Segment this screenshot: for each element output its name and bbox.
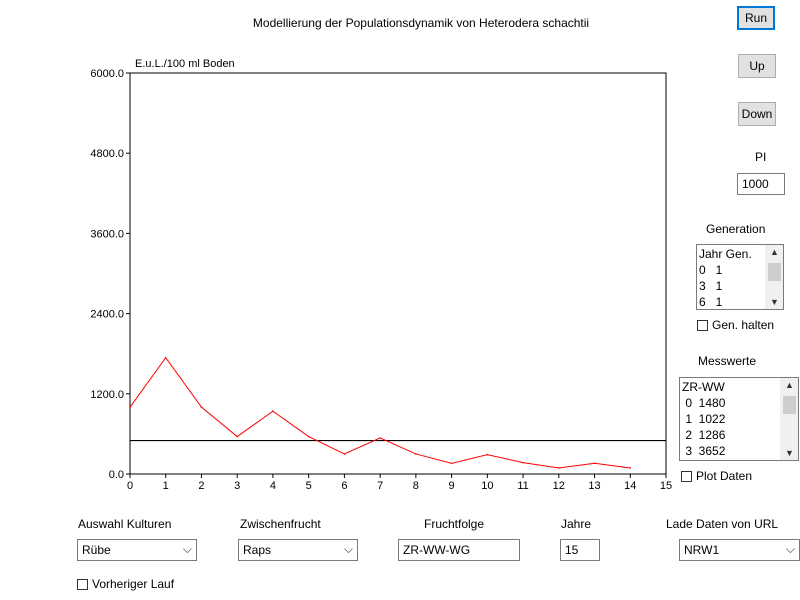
x-tick-label: 7 [377,480,383,492]
x-tick-label: 13 [588,480,600,492]
data-point [307,435,310,438]
jahre-label: Jahre [561,517,592,531]
data-point [129,406,131,408]
x-tick-label: 9 [449,480,455,492]
gen-halten-label: Gen. halten [712,318,775,332]
url-label: Lade Daten von URL [666,517,779,531]
checkbox-icon [77,578,88,590]
generation-label: Generation [706,222,766,236]
list-item[interactable]: 3 3652 [682,444,726,458]
data-point [558,467,560,469]
x-tick-label: 3 [234,480,240,492]
url-value: NRW1 [684,543,720,557]
x-tick-label: 5 [306,480,312,492]
data-point [200,406,203,408]
chevron-down-icon: ⌵ [343,542,353,556]
list-item[interactable]: 3 1 [699,279,723,293]
pi-input[interactable] [737,173,785,195]
zwischenfrucht-select[interactable]: Raps ⌵ [238,539,358,561]
y-tick-label: 0.0 [109,469,124,481]
scroll-thumb[interactable] [783,396,796,414]
down-button[interactable]: Down [738,102,776,126]
data-point [343,453,346,455]
scroll-up-icon[interactable]: ▲ [770,247,779,257]
plot-daten-checkbox[interactable]: Plot Daten [681,469,752,483]
x-tick-label: 12 [553,480,565,492]
list-item[interactable]: ZR-WW [682,380,725,394]
x-tick-label: 1 [163,480,169,492]
data-point [522,461,524,464]
data-point [629,467,632,469]
scroll-down-icon[interactable]: ▼ [770,297,779,307]
generation-listbox[interactable]: Jahr Gen. 0 1 3 1 6 1 ▲ ▼ [696,244,784,310]
kulturen-value: Rübe [82,543,111,557]
x-tick-label: 2 [198,480,204,492]
zwischenfrucht-value: Raps [243,543,272,557]
data-point [164,356,167,359]
up-button[interactable]: Up [738,54,776,78]
list-item[interactable]: 1 1022 [682,412,726,426]
list-item[interactable]: 6 1 [699,295,723,309]
messwerte-label: Messwerte [698,354,757,368]
chevron-down-icon: ⌵ [182,542,192,556]
kulturen-select[interactable]: Rübe ⌵ [77,539,197,561]
messwerte-listbox[interactable]: ZR-WW 0 1480 1 1022 2 1286 3 3652 ▲ ▼ [679,377,799,461]
kulturen-label: Auswahl Kulturen [78,517,172,531]
x-tick-label: 8 [413,480,419,492]
scroll-up-icon[interactable]: ▲ [785,380,794,390]
y-tick-label: 4800.0 [90,148,124,160]
zwischenfrucht-label: Zwischenfrucht [240,517,321,531]
scroll-down-icon[interactable]: ▼ [785,448,794,458]
y-tick-label: 1200.0 [90,389,124,401]
y-tick-label: 3600.0 [90,228,124,240]
jahre-input[interactable] [560,539,600,561]
y-tick-label: 6000.0 [90,68,124,80]
fruchtfolge-label: Fruchtfolge [424,517,485,531]
data-point [593,462,596,465]
run-button[interactable]: Run [737,6,775,30]
x-tick-label: 15 [660,480,672,492]
url-select[interactable]: NRW1 ⌵ [679,539,800,561]
gen-halten-checkbox[interactable]: Gen. halten [697,318,774,332]
data-point [236,435,238,438]
messwerte-scrollbar[interactable]: ▲ ▼ [780,378,798,460]
x-tick-label: 0 [127,480,133,492]
data-point [415,453,417,455]
chevron-down-icon: ⌵ [785,542,795,556]
data-point [486,453,489,456]
scroll-thumb[interactable] [768,263,781,281]
vorheriger-lauf-label: Vorheriger Lauf [92,577,175,591]
checkbox-icon [697,319,708,331]
x-tick-label: 11 [517,480,528,492]
x-tick-label: 10 [481,480,493,492]
x-tick-label: 6 [341,480,347,492]
vorheriger-lauf-checkbox[interactable]: Vorheriger Lauf [77,577,174,591]
pi-label: PI [755,150,767,164]
data-point [450,462,453,465]
population-chart: E.u.L./100 ml Boden 0.0 1200.0 2400.0 3600.0… [90,58,672,492]
plot-frame [129,72,667,475]
x-tick-label: 4 [270,480,276,492]
list-item[interactable]: 2 1286 [682,428,726,442]
y-axis-label: E.u.L./100 ml Boden [135,58,235,70]
fruchtfolge-input[interactable] [398,539,520,561]
x-tick-label: 14 [624,480,636,492]
y-tick-label: 2400.0 [90,309,124,321]
page-title: Modellierung der Populationsdynamik von … [252,16,590,30]
data-point [379,437,381,439]
data-point [272,410,274,412]
list-item[interactable]: Jahr Gen. [699,247,752,261]
checkbox-icon [681,470,692,482]
generation-scrollbar[interactable]: ▲ ▼ [765,245,783,309]
list-item[interactable]: 0 1 [699,263,723,277]
list-item[interactable]: 0 1480 [682,396,726,410]
plot-daten-label: Plot Daten [696,469,753,483]
